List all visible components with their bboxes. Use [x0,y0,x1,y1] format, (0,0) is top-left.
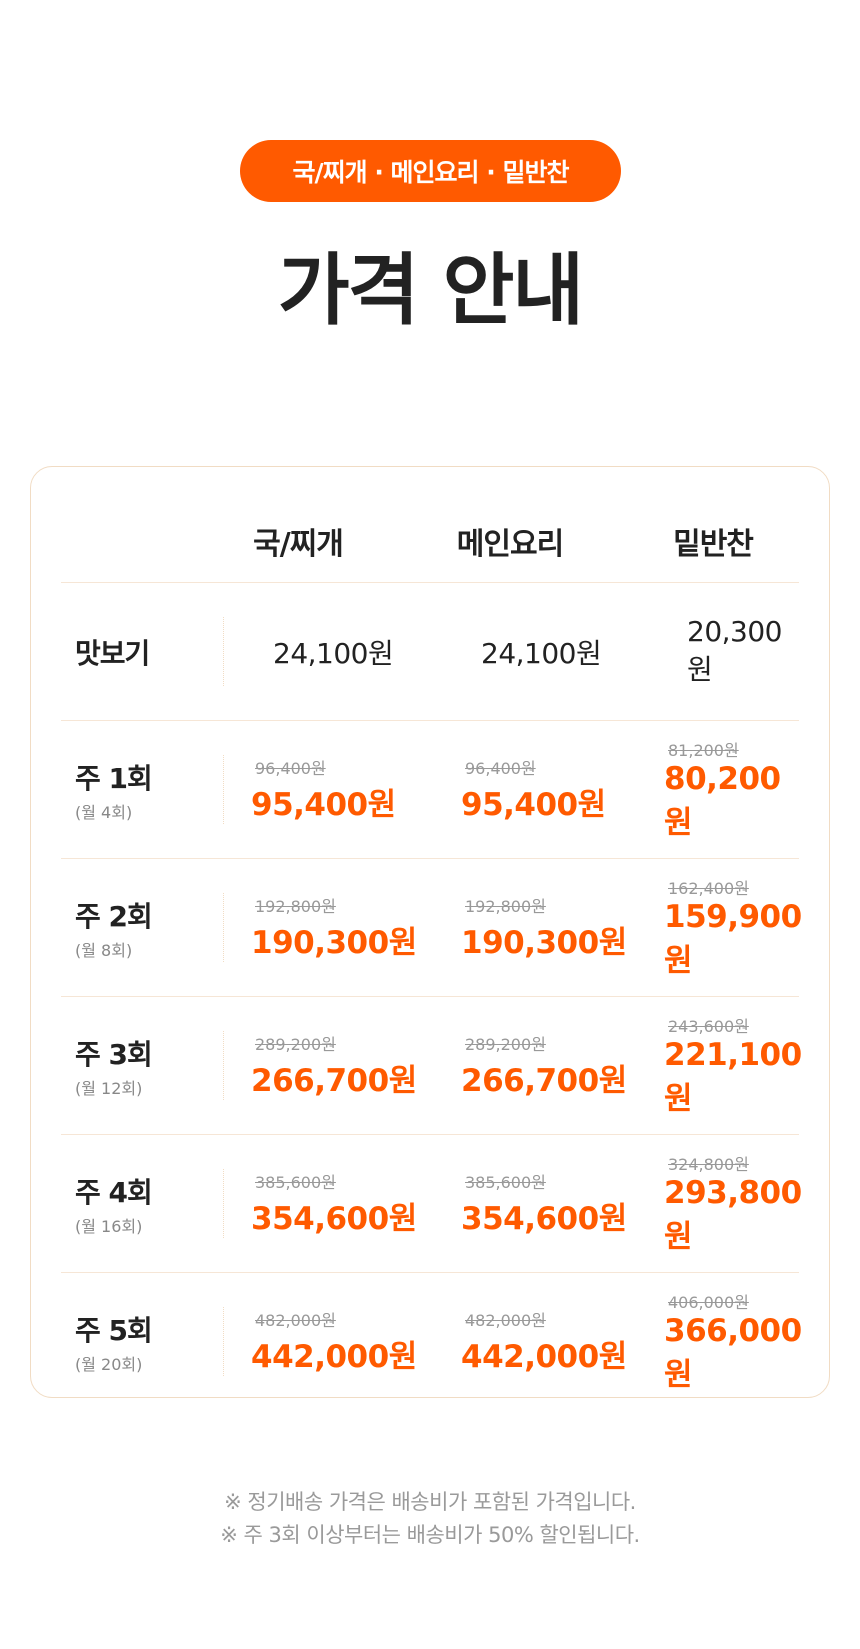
column-header: 국/찌개 [253,527,344,562]
price-cell: 289,200원 266,700원 [461,997,627,1134]
row-sublabel: (월 20회) [75,1354,143,1374]
original-price: 162,400원 [668,879,749,898]
price-cell: 385,600원 354,600원 [251,1135,417,1272]
original-price: 324,800원 [668,1155,749,1174]
original-price: 192,800원 [465,897,546,916]
price: 20,300원 [687,615,782,686]
price-cell: 385,600원 354,600원 [461,1135,627,1272]
row-sublabel: (월 4회) [75,802,133,822]
discount-price: 221,100원 [664,1037,802,1117]
divider [223,1169,224,1238]
category-badge: 국/찌개 · 메인요리 · 밑반찬 [240,140,621,202]
discount-price: 354,600원 [461,1201,627,1237]
row-label: 주 4회 [75,1175,153,1209]
row-label: 맛보기 [75,636,150,670]
discount-price: 442,000원 [461,1339,627,1375]
discount-price: 159,900원 [664,899,802,979]
original-price: 96,400원 [465,759,536,778]
price-cell: 162,400원 159,900원 [664,859,802,996]
price-cell: 243,600원 221,100원 [664,997,802,1134]
price-cell: 482,000원 442,000원 [251,1273,417,1410]
page-title: 가격 안내 [277,246,584,336]
original-price: 385,600원 [465,1173,546,1192]
price-cell: 96,400원 95,400원 [251,721,396,858]
price-cell: 406,000원 366,000원 [664,1273,802,1410]
discount-price: 266,700원 [461,1063,627,1099]
original-price: 192,800원 [255,897,336,916]
table-row: 주 1회 (월 4회) 96,400원 95,400원 96,400원 95,4… [61,720,799,858]
discount-price: 95,400원 [461,787,606,823]
row-label: 주 1회 [75,761,153,795]
row-label: 주 2회 [75,899,153,933]
divider [223,617,224,686]
row-label: 주 3회 [75,1037,153,1071]
table-row: 맛보기 24,100원 24,100원 20,300원 [61,582,799,720]
price: 24,100원 [481,636,602,670]
original-price: 406,000원 [668,1293,749,1312]
discount-price: 80,200원 [664,761,781,841]
table-header: 국/찌개 메인요리 밑반찬 [31,497,829,582]
price-cell: 96,400원 95,400원 [461,721,606,858]
discount-price: 190,300원 [461,925,627,961]
note: ※ 정기배송 가격은 배송비가 포함된 가격입니다. [224,1490,636,1514]
price-cell: 192,800원 190,300원 [251,859,417,996]
original-price: 289,200원 [255,1035,336,1054]
discount-price: 293,800원 [664,1175,802,1255]
divider [223,1307,224,1376]
original-price: 243,600원 [668,1017,749,1036]
note: ※ 주 3회 이상부터는 배송비가 50% 할인됩니다. [220,1523,640,1547]
divider [223,755,224,824]
price-cell: 482,000원 442,000원 [461,1273,627,1410]
table-row: 주 2회 (월 8회) 192,800원 190,300원 192,800원 1… [61,858,802,996]
original-price: 289,200원 [465,1035,546,1054]
price-cell: 81,200원 80,200원 [664,721,799,858]
original-price: 81,200원 [668,741,739,760]
divider [223,1031,224,1100]
discount-price: 266,700원 [251,1063,417,1099]
divider [223,893,224,962]
table-row: 주 4회 (월 16회) 385,600원 354,600원 385,600원 … [61,1134,802,1272]
price-cell: 324,800원 293,800원 [664,1135,802,1272]
column-header: 메인요리 [456,527,564,562]
column-header: 밑반찬 [673,527,754,562]
row-sublabel: (월 8회) [75,940,133,960]
price-table: 국/찌개 메인요리 밑반찬 맛보기 24,100원 24,100원 20,300원 … [30,466,830,1398]
discount-price: 366,000원 [664,1313,802,1393]
discount-price: 442,000원 [251,1339,417,1375]
original-price: 96,400원 [255,759,326,778]
row-sublabel: (월 12회) [75,1078,143,1098]
original-price: 482,000원 [465,1311,546,1330]
original-price: 482,000원 [255,1311,336,1330]
discount-price: 354,600원 [251,1201,417,1237]
price-cell: 289,200원 266,700원 [251,997,417,1134]
original-price: 385,600원 [255,1173,336,1192]
table-row: 주 3회 (월 12회) 289,200원 266,700원 289,200원 … [61,996,802,1134]
discount-price: 190,300원 [251,925,417,961]
price-cell: 192,800원 190,300원 [461,859,627,996]
price: 24,100원 [273,636,394,670]
row-sublabel: (월 16회) [75,1216,143,1236]
discount-price: 95,400원 [251,787,396,823]
table-row: 주 5회 (월 20회) 482,000원 442,000원 482,000원 … [61,1272,802,1410]
row-label: 주 5회 [75,1313,153,1347]
